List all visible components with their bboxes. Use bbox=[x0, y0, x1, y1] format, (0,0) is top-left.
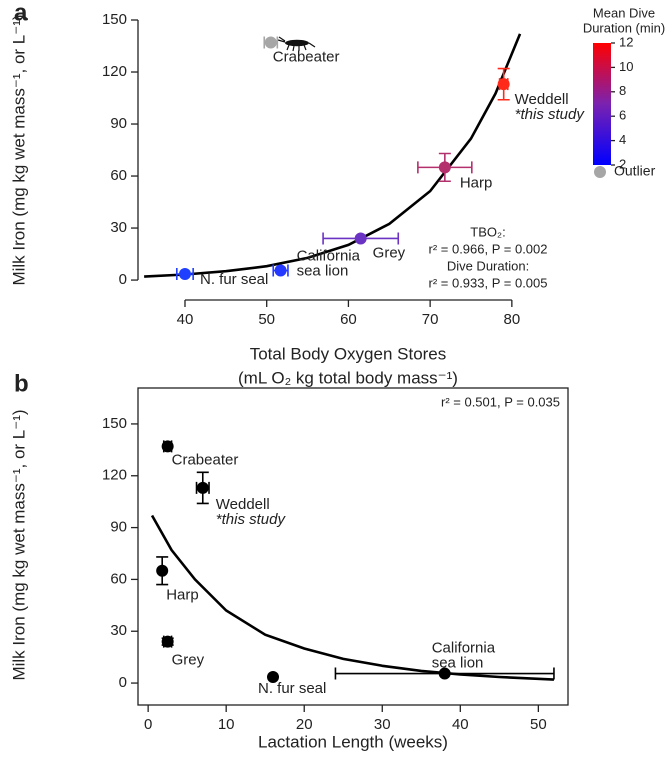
data-point bbox=[161, 635, 174, 648]
x-tick-label: 60 bbox=[340, 311, 357, 328]
point-label: Crabeater bbox=[273, 49, 340, 66]
x-tick-label: 10 bbox=[218, 716, 235, 733]
colorbar-tick-label: 12 bbox=[619, 34, 633, 49]
y-tick-label: 90 bbox=[110, 519, 127, 536]
y-tick-label: 150 bbox=[102, 11, 127, 28]
annotation: r² = 0.501, P = 0.035 bbox=[441, 394, 560, 409]
colorbar-tick-label: 4 bbox=[619, 132, 626, 147]
y-axis-label: Milk Iron (mg kg wet mass⁻¹, or L⁻¹) bbox=[9, 14, 28, 285]
x-axis-label: (mL O₂ kg total body mass⁻¹) bbox=[238, 368, 458, 387]
data-point bbox=[354, 232, 367, 245]
point-label: *this study bbox=[515, 106, 586, 123]
colorbar-tick-label: 6 bbox=[619, 108, 626, 123]
data-point bbox=[497, 78, 510, 91]
x-tick-label: 40 bbox=[177, 311, 194, 328]
data-point bbox=[196, 481, 209, 494]
point-label: Harp bbox=[460, 174, 493, 191]
panel-label: a bbox=[14, 0, 28, 26]
colorbar-title: Duration (min) bbox=[583, 20, 665, 35]
point-label: *this study bbox=[216, 511, 287, 528]
legend-label: Outlier bbox=[614, 163, 656, 179]
legend-marker bbox=[594, 166, 606, 178]
x-tick-label: 50 bbox=[530, 716, 547, 733]
y-tick-label: 30 bbox=[110, 219, 127, 236]
annotation: Dive Duration: bbox=[447, 258, 529, 273]
point-label: Weddell bbox=[515, 91, 569, 108]
data-point bbox=[438, 667, 451, 680]
y-tick-label: 120 bbox=[102, 63, 127, 80]
fit-curve bbox=[150, 514, 555, 681]
point-label: Harp bbox=[166, 587, 199, 604]
x-tick-label: 0 bbox=[144, 716, 152, 733]
point-label: California bbox=[297, 247, 361, 264]
point-label: N. fur seal bbox=[200, 271, 268, 288]
y-tick-label: 0 bbox=[119, 271, 127, 288]
x-tick-label: 70 bbox=[422, 311, 439, 328]
x-tick-label: 30 bbox=[374, 716, 391, 733]
plot-box bbox=[137, 387, 569, 706]
data-point bbox=[178, 267, 191, 280]
point-label: Weddell bbox=[216, 496, 270, 513]
colorbar bbox=[593, 43, 611, 165]
point-label: sea lion bbox=[432, 655, 484, 672]
y-tick-label: 120 bbox=[102, 467, 127, 484]
point-label: Grey bbox=[373, 244, 406, 261]
x-tick-label: 40 bbox=[452, 716, 469, 733]
x-tick-label: 80 bbox=[504, 311, 521, 328]
y-tick-label: 90 bbox=[110, 115, 127, 132]
colorbar-tick-label: 8 bbox=[619, 83, 626, 98]
annotation: r² = 0.966, P = 0.002 bbox=[428, 241, 547, 256]
data-point bbox=[156, 564, 169, 577]
y-tick-label: 30 bbox=[110, 622, 127, 639]
point-label: Crabeater bbox=[172, 451, 239, 468]
annotation: r² = 0.933, P = 0.005 bbox=[428, 275, 547, 290]
data-point bbox=[267, 671, 280, 684]
point-label: California bbox=[432, 640, 496, 657]
x-tick-label: 20 bbox=[296, 716, 313, 733]
x-axis-label: Total Body Oxygen Stores bbox=[250, 344, 447, 363]
point-label: N. fur seal bbox=[258, 680, 326, 697]
x-axis-label: Lactation Length (weeks) bbox=[258, 732, 448, 751]
fit-curve bbox=[144, 33, 522, 278]
y-tick-label: 60 bbox=[110, 167, 127, 184]
y-tick-label: 0 bbox=[119, 674, 127, 691]
y-tick-label: 60 bbox=[110, 570, 127, 587]
x-tick-label: 50 bbox=[258, 311, 275, 328]
data-point bbox=[274, 264, 287, 277]
data-point bbox=[438, 161, 451, 174]
colorbar-title: Mean Dive bbox=[593, 5, 655, 20]
colorbar-tick-label: 10 bbox=[619, 59, 633, 74]
point-label: sea lion bbox=[297, 262, 349, 279]
y-tick-label: 150 bbox=[102, 415, 127, 432]
annotation: TBO₂: bbox=[470, 224, 505, 239]
data-point bbox=[161, 440, 174, 453]
point-label: Grey bbox=[172, 652, 205, 669]
crabeater-icon bbox=[277, 36, 316, 52]
y-axis-label: Milk Iron (mg kg wet mass⁻¹, or L⁻¹) bbox=[9, 409, 28, 680]
colorbar-tick-label: 2 bbox=[619, 156, 626, 171]
panel-label: b bbox=[14, 370, 29, 397]
data-point bbox=[264, 36, 277, 49]
